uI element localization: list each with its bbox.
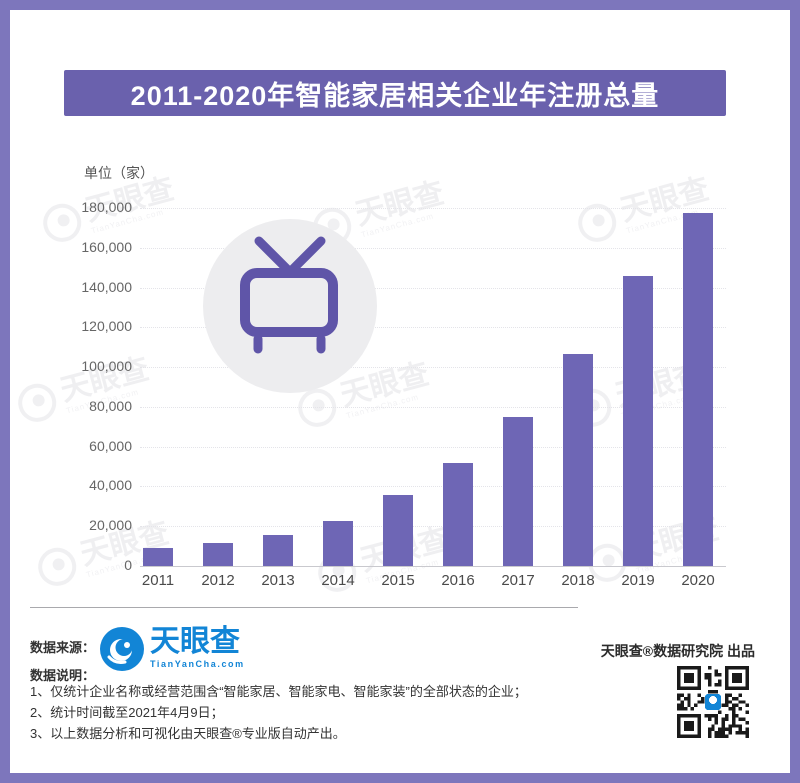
y-tick-label: 140,000 bbox=[81, 278, 132, 295]
gridline bbox=[140, 208, 726, 209]
y-tick-label: 0 bbox=[124, 557, 132, 573]
y-tick-label: 180,000 bbox=[81, 199, 132, 215]
bar-2012 bbox=[203, 543, 233, 566]
note-line: 2、统计时间截至2021年4月9日； bbox=[30, 705, 224, 720]
x-tick-label: 2014 bbox=[321, 572, 355, 589]
watermark-logo-icon bbox=[298, 388, 337, 427]
x-tick-label: 2013 bbox=[261, 572, 295, 589]
data-source-label: 数据来源： bbox=[30, 640, 96, 655]
y-tick-label: 80,000 bbox=[89, 397, 132, 414]
x-tick-label: 2012 bbox=[201, 572, 235, 589]
bar-2019 bbox=[623, 275, 653, 566]
note-line: 3、以上数据分析和可视化由天眼查®专业版自动产出。 bbox=[30, 726, 346, 741]
publisher-credit: 天眼查®数据研究院 出品 bbox=[600, 643, 755, 659]
gridline bbox=[140, 327, 726, 329]
y-tick-label: 20,000 bbox=[89, 517, 132, 534]
tv-icon bbox=[240, 236, 338, 354]
gridline bbox=[140, 526, 726, 528]
logo-domain: TianYanCha.com bbox=[150, 659, 245, 669]
x-tick-label: 2011 bbox=[141, 572, 175, 589]
bar-2018 bbox=[563, 354, 593, 566]
gridline bbox=[140, 406, 726, 408]
x-axis-line bbox=[140, 566, 726, 567]
data-notes-label: 数据说明： bbox=[30, 668, 96, 683]
bar-2016 bbox=[443, 462, 473, 566]
note-line: 1、仅统计企业名称或经营范围含“智能家居、智能家电、智能家装”的全部状态的企业； bbox=[30, 684, 527, 699]
bar-2020 bbox=[683, 213, 713, 566]
watermark-logo-icon bbox=[43, 203, 82, 242]
bar-2017 bbox=[503, 416, 533, 566]
y-axis-unit-label: 单位（家） bbox=[84, 165, 154, 181]
logo-name: 天眼查 bbox=[150, 625, 240, 658]
gridline bbox=[140, 486, 726, 488]
watermark-logo-icon bbox=[38, 547, 77, 586]
page-title: 2011-2020年智能家居相关企业年注册总量 bbox=[130, 80, 660, 111]
tianyancha-logo: 天眼查 TianYanCha.com bbox=[99, 626, 245, 672]
gridline bbox=[140, 247, 726, 249]
bar-2011 bbox=[143, 548, 173, 566]
x-tick-label: 2019 bbox=[621, 572, 655, 589]
x-tick-label: 2017 bbox=[501, 572, 535, 589]
x-tick-label: 2015 bbox=[381, 572, 415, 589]
y-tick-label: 120,000 bbox=[81, 318, 132, 335]
tianyancha-logo-icon bbox=[100, 627, 144, 671]
tv-icon-circle bbox=[203, 219, 377, 393]
watermark-logo-icon bbox=[18, 383, 57, 422]
y-tick-label: 160,000 bbox=[81, 238, 132, 255]
watermark-logo-icon bbox=[578, 203, 617, 242]
qr-code bbox=[677, 666, 749, 738]
x-tick-label: 2020 bbox=[681, 572, 715, 589]
gridline bbox=[140, 287, 726, 289]
y-tick-label: 60,000 bbox=[89, 437, 132, 454]
bar-2013 bbox=[263, 535, 293, 566]
y-tick-label: 40,000 bbox=[89, 477, 132, 494]
chart-title-banner: 2011-2020年智能家居相关企业年注册总量 bbox=[64, 70, 726, 116]
gridline bbox=[140, 367, 726, 369]
footer-divider bbox=[30, 607, 578, 608]
gridline bbox=[140, 446, 726, 448]
x-tick-label: 2016 bbox=[441, 572, 475, 589]
bar-2015 bbox=[383, 495, 413, 566]
x-tick-label: 2018 bbox=[561, 572, 595, 589]
y-tick-label: 100,000 bbox=[81, 358, 132, 375]
data-notes: 1、仅统计企业名称或经营范围含“智能家居、智能家电、智能家装”的全部状态的企业；… bbox=[30, 681, 527, 744]
bar-2014 bbox=[323, 521, 353, 567]
